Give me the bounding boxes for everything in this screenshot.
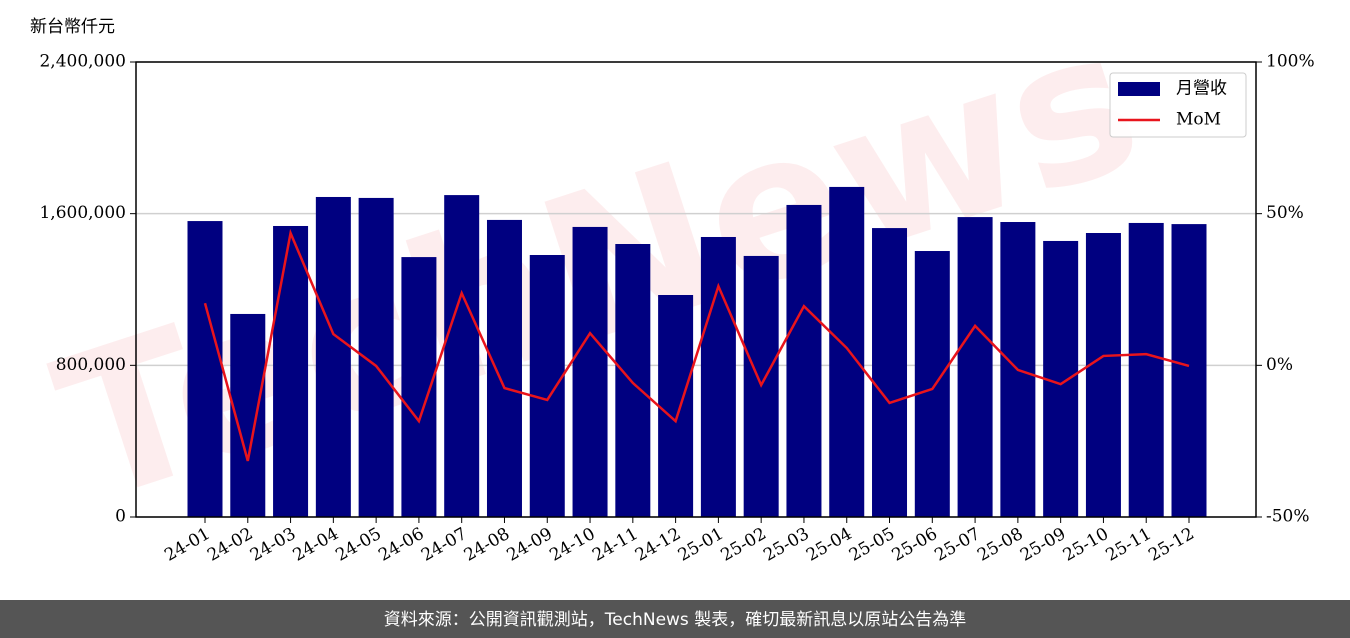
bar: [957, 217, 993, 517]
legend-label: MoM: [1176, 110, 1221, 130]
y-unit-label: 新台幣仟元: [30, 17, 115, 37]
bar: [572, 226, 608, 517]
footer-band: [0, 600, 1350, 638]
mom-line: [203, 228, 1190, 462]
bar: [486, 219, 522, 517]
bar: [615, 244, 651, 517]
y-tick-label: 2,400,000: [39, 52, 126, 72]
y-tick-label: 800,000: [56, 355, 126, 375]
y-tick-label: 1,600,000: [39, 203, 126, 223]
y2-tick-label: 100%: [1266, 52, 1315, 72]
y2-tick-label: -50%: [1266, 507, 1310, 527]
y2-tick-label: 0%: [1266, 355, 1293, 375]
bar: [700, 236, 736, 517]
bar: [529, 254, 565, 517]
bar: [315, 196, 351, 517]
plot-frame: [135, 61, 1257, 518]
bar: [829, 186, 865, 517]
y2-tick-label: 50%: [1266, 203, 1304, 223]
bar: [872, 228, 908, 517]
y-tick-label: 0: [115, 507, 126, 527]
bar: [273, 225, 309, 518]
legend-label: 月營收: [1176, 79, 1227, 99]
bar: [444, 195, 480, 517]
bar: [1085, 233, 1121, 518]
bar: [914, 251, 950, 517]
legend-swatch: [1118, 82, 1160, 96]
bar: [1128, 222, 1164, 518]
bar: [1171, 224, 1207, 517]
bar: [658, 294, 694, 517]
bar: [187, 221, 223, 517]
footer: 資料來源：公開資訊觀測站，TechNews 製表，確切最新訊息以原站公告為準: [384, 610, 966, 630]
bar: [786, 204, 822, 517]
